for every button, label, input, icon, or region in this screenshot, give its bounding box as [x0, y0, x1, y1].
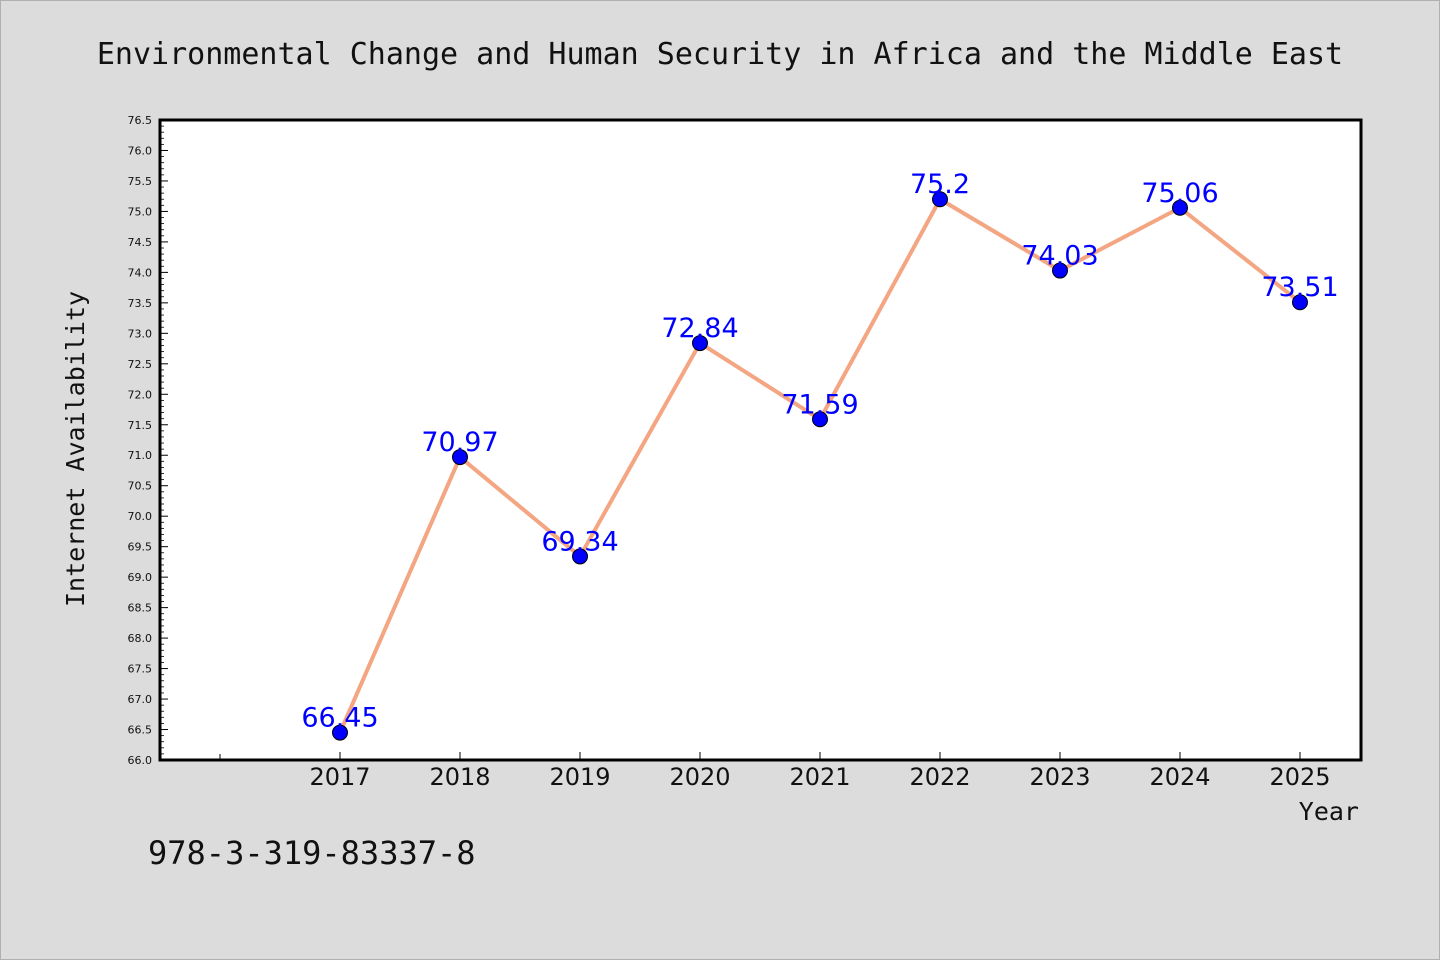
data-label: 74.03 [1021, 241, 1098, 272]
y-tick-label: 69.0 [128, 571, 153, 584]
data-label: 66.45 [301, 703, 378, 734]
data-point [332, 724, 348, 741]
data-point [812, 411, 828, 428]
x-tick-label: 2024 [1149, 763, 1210, 791]
y-axis-ticks: 66.0 66.5 67.0 67.5 68.0 68.5 69.0 69.5 70.0 70.5… [128, 114, 168, 767]
data-label: 70.97 [421, 427, 498, 458]
y-tick-label: 68.5 [128, 602, 153, 615]
x-axis-label: Year [1299, 797, 1359, 826]
plot-area [158, 118, 1363, 762]
data-point [1052, 262, 1068, 279]
x-tick-label: 2019 [549, 763, 610, 791]
data-point [572, 548, 588, 565]
x-axis-ticks: 2017 2018 2019 2020 2021 2022 2023 2024 2025 [219, 752, 1331, 791]
y-tick-label: 67.0 [128, 693, 153, 706]
data-point [1292, 294, 1308, 311]
series-group: 66.45 70.97 69.34 72.84 71.59 75.2 74.03 75.06 7… [301, 169, 1339, 741]
y-tick-label: 70.5 [128, 480, 153, 493]
y-tick-label: 74.0 [128, 266, 153, 279]
y-tick-label: 71.5 [128, 419, 153, 432]
data-label: 73.51 [1261, 272, 1338, 303]
y-tick-label: 72.0 [128, 388, 153, 401]
data-label: 75.2 [910, 169, 970, 200]
x-tick-label: 2017 [309, 763, 370, 791]
y-tick-label: 75.0 [128, 205, 153, 218]
chart-title: Environmental Change and Human Security … [97, 37, 1343, 72]
x-tick-label: 2025 [1269, 763, 1330, 791]
x-tick-label: 2022 [909, 763, 970, 791]
y-tick-label: 68.0 [128, 632, 153, 645]
y-tick-label: 74.5 [128, 236, 153, 249]
y-tick-label: 66.5 [128, 724, 153, 737]
data-point [452, 449, 468, 466]
x-tick-label: 2021 [789, 763, 850, 791]
data-label: 71.59 [781, 389, 858, 420]
y-tick-label: 70.0 [128, 510, 153, 523]
y-tick-label: 71.0 [128, 449, 153, 462]
y-tick-label: 67.5 [128, 663, 153, 676]
data-point [1172, 199, 1188, 216]
y-axis-label: Internet Availability [61, 291, 90, 607]
y-tick-label: 73.5 [128, 297, 153, 310]
y-tick-label: 75.5 [128, 175, 153, 188]
x-tick-label: 2023 [1029, 763, 1090, 791]
y-tick-label: 76.0 [128, 144, 153, 157]
x-tick-label: 2020 [669, 763, 730, 791]
y-tick-label: 73.0 [128, 327, 153, 340]
data-label: 75.06 [1141, 178, 1218, 209]
data-label: 69.34 [541, 526, 618, 557]
y-tick-label: 72.5 [128, 358, 153, 371]
y-tick-label: 66.0 [128, 754, 153, 767]
data-point [692, 335, 708, 352]
data-label: 72.84 [661, 313, 738, 344]
x-tick-label: 2018 [429, 763, 490, 791]
y-tick-label: 69.5 [128, 541, 153, 554]
isbn-text: 978-3-319-83337-8 [148, 834, 476, 872]
y-tick-label: 76.5 [128, 114, 153, 127]
data-point [932, 191, 948, 208]
